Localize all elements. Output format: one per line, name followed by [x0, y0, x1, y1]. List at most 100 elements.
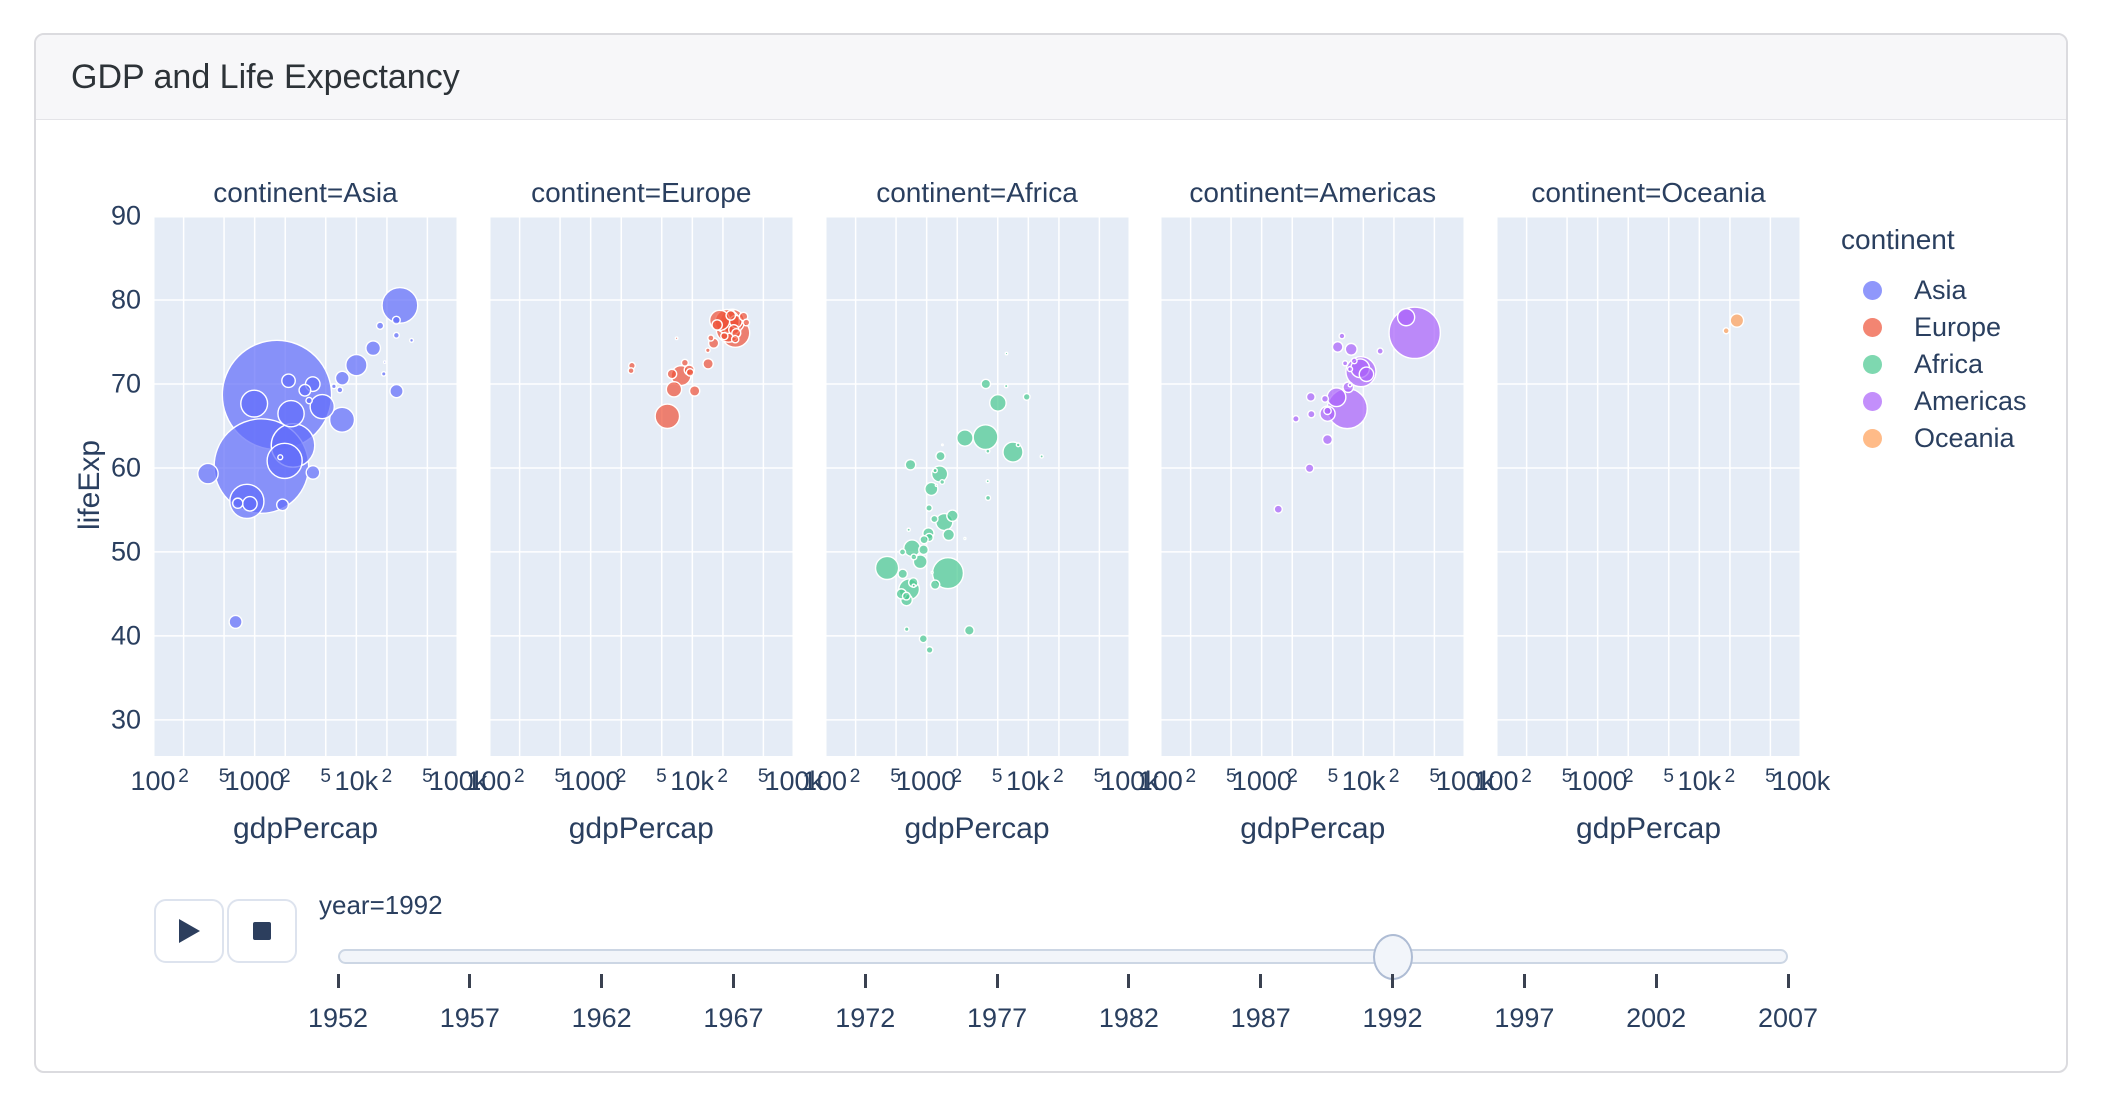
data-point[interactable] [685, 367, 695, 377]
data-point[interactable] [228, 614, 243, 630]
data-point[interactable] [305, 396, 313, 405]
data-point[interactable] [963, 625, 975, 636]
legend-item-africa[interactable]: Africa [1841, 346, 2027, 383]
data-point[interactable] [925, 645, 934, 654]
data-point[interactable] [380, 370, 387, 377]
slider-year-label[interactable]: 1992 [1362, 1003, 1423, 1033]
legend-item-americas[interactable]: Americas [1841, 383, 2027, 420]
data-point[interactable] [929, 514, 939, 524]
data-point[interactable] [381, 286, 419, 324]
slider-year-label[interactable]: 2007 [1757, 1003, 1819, 1033]
data-point[interactable] [931, 467, 938, 474]
data-point[interactable] [365, 340, 382, 357]
data-point[interactable] [277, 399, 305, 428]
data-point[interactable] [742, 318, 751, 327]
slider-year-label[interactable]: 1962 [571, 1003, 632, 1033]
data-point[interactable] [904, 458, 916, 471]
data-point[interactable] [1326, 387, 1347, 408]
data-point[interactable] [918, 634, 928, 644]
data-point[interactable] [704, 347, 711, 354]
data-point[interactable] [666, 368, 678, 380]
data-point[interactable] [1022, 392, 1031, 401]
data-point[interactable] [345, 353, 368, 377]
data-point[interactable] [909, 553, 917, 561]
data-point[interactable] [711, 319, 723, 331]
slider-year-label[interactable]: 1982 [1098, 1003, 1159, 1033]
legend-item-asia[interactable]: Asia [1841, 272, 2027, 309]
data-point[interactable] [389, 383, 404, 399]
data-point[interactable] [1376, 347, 1385, 355]
data-point[interactable] [231, 497, 244, 510]
data-point[interactable] [382, 360, 387, 364]
data-point[interactable] [627, 367, 635, 375]
data-point[interactable] [730, 334, 740, 344]
data-point[interactable] [984, 494, 991, 502]
data-point[interactable] [674, 336, 679, 341]
data-point[interactable] [702, 357, 714, 370]
slider-year-label[interactable]: 1972 [835, 1003, 896, 1033]
data-point[interactable] [1722, 327, 1730, 335]
data-point[interactable] [654, 403, 680, 430]
slider-track[interactable] [338, 949, 1788, 964]
legend-item-oceania[interactable]: Oceania [1841, 420, 2027, 457]
data-point[interactable] [375, 321, 385, 331]
data-point[interactable] [988, 394, 1007, 412]
data-point[interactable] [392, 331, 400, 339]
data-point[interactable] [955, 429, 974, 447]
data-point[interactable] [984, 448, 991, 454]
slider-year-label[interactable]: 1977 [967, 1003, 1028, 1033]
slider-year-label[interactable]: 1957 [439, 1003, 500, 1033]
data-point[interactable] [706, 334, 715, 342]
data-point[interactable] [1292, 414, 1301, 423]
data-point[interactable] [275, 498, 290, 512]
data-point[interactable] [1004, 351, 1008, 356]
data-point[interactable] [905, 527, 911, 533]
data-point[interactable] [197, 462, 219, 485]
data-point[interactable] [1350, 357, 1359, 365]
data-point[interactable] [938, 478, 945, 485]
data-point[interactable] [929, 579, 940, 591]
data-point[interactable] [874, 555, 899, 581]
play-button[interactable] [154, 899, 224, 963]
data-point[interactable] [330, 383, 337, 390]
stop-button[interactable] [227, 899, 297, 963]
data-point[interactable] [328, 406, 356, 433]
data-point[interactable] [934, 483, 938, 488]
data-point[interactable] [984, 479, 990, 484]
data-point[interactable] [1307, 409, 1316, 419]
data-point[interactable] [929, 570, 934, 575]
data-point[interactable] [725, 310, 736, 321]
data-point[interactable] [962, 536, 967, 541]
data-point[interactable] [240, 389, 269, 418]
slider-year-label[interactable]: 1967 [703, 1003, 764, 1033]
data-point[interactable] [917, 544, 929, 556]
data-point[interactable] [979, 378, 991, 390]
slider-year-label[interactable]: 1997 [1494, 1003, 1555, 1033]
slider-year-label[interactable]: 1987 [1230, 1003, 1291, 1033]
data-point[interactable] [688, 385, 701, 397]
data-point[interactable] [1347, 365, 1354, 373]
slider-year-label[interactable]: 2002 [1626, 1003, 1687, 1033]
data-point[interactable] [1338, 332, 1346, 340]
data-point[interactable] [336, 386, 344, 394]
data-point[interactable] [665, 380, 683, 398]
data-point[interactable] [1342, 360, 1349, 367]
legend-item-europe[interactable]: Europe [1841, 309, 2027, 346]
data-point[interactable] [898, 548, 906, 556]
data-point[interactable] [901, 591, 911, 601]
data-point[interactable] [241, 495, 258, 512]
data-point[interactable] [1003, 383, 1009, 389]
data-point[interactable] [719, 331, 729, 341]
data-point[interactable] [945, 509, 959, 523]
data-point[interactable] [1729, 313, 1745, 328]
slider-year-label[interactable]: 1952 [307, 1003, 369, 1033]
data-point[interactable] [277, 454, 284, 461]
data-point[interactable] [298, 383, 312, 397]
data-point[interactable] [1323, 406, 1333, 416]
data-point[interactable] [923, 481, 939, 497]
data-point[interactable] [391, 315, 401, 325]
data-point[interactable] [903, 626, 910, 633]
data-point[interactable] [1358, 366, 1375, 383]
data-point[interactable] [940, 443, 944, 447]
data-point[interactable] [1397, 307, 1416, 327]
